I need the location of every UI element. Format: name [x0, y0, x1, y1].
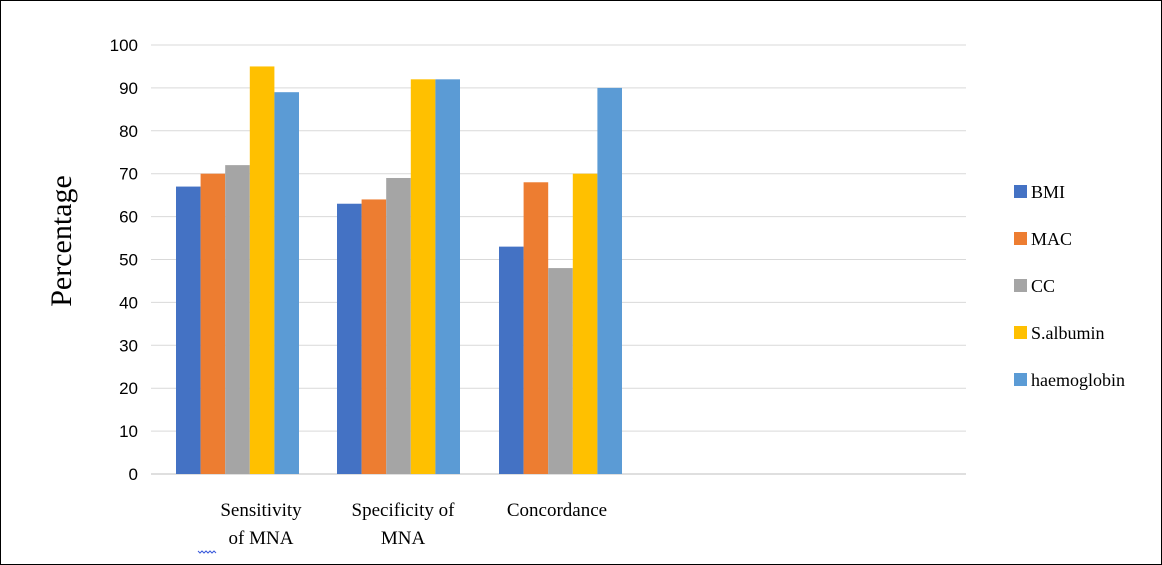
x-axis-categories: Sensitivity of MNA Specificity of MNA Concor… [197, 500, 607, 554]
legend-label: MAC [1031, 229, 1072, 249]
bar-bmi [176, 186, 201, 474]
bars [176, 66, 622, 475]
bar-mac [523, 182, 549, 474]
legend-swatch [1014, 373, 1027, 386]
legend: BMI MAC CC S.albumin haemoglobin [1014, 182, 1125, 390]
legend-label: haemoglobin [1031, 370, 1125, 390]
bar-haemoglobin [274, 92, 299, 474]
y-tick-label: 30 [119, 336, 138, 355]
bar-mac [361, 199, 387, 474]
y-tick-label: 20 [119, 379, 138, 398]
y-tick-label: 40 [119, 293, 138, 312]
category-label: of MNA [229, 528, 294, 549]
bar-s-albumin [410, 79, 436, 474]
y-tick-label: 90 [119, 79, 138, 98]
category-label: MNA [381, 528, 426, 549]
y-axis-label: Percentage [45, 175, 78, 307]
spellcheck-underline [197, 550, 217, 554]
bar-bmi [337, 203, 362, 475]
y-tick-label: 60 [119, 208, 138, 227]
y-tick-label: 0 [129, 465, 138, 484]
legend-swatch [1014, 279, 1027, 292]
y-tick-label: 10 [119, 422, 138, 441]
bar-s-albumin [249, 66, 275, 474]
legend-label: CC [1031, 276, 1055, 296]
legend-swatch [1014, 185, 1027, 198]
legend-swatch [1014, 326, 1027, 339]
y-tick-label: 50 [119, 251, 138, 270]
bar-haemoglobin [435, 79, 460, 474]
bar-haemoglobin [597, 87, 622, 475]
y-axis-ticks: 0 10 20 30 40 50 60 70 80 90 100 [110, 36, 138, 484]
category-label: Specificity of [352, 500, 456, 521]
y-tick-label: 80 [119, 122, 138, 141]
bar-s-albumin [572, 173, 598, 474]
legend-label: S.albumin [1031, 323, 1105, 343]
category-label: Sensitivity [220, 500, 302, 521]
bar-cc [386, 177, 411, 475]
bar-cc [548, 268, 573, 474]
y-tick-label: 70 [119, 165, 138, 184]
legend-swatch [1014, 232, 1027, 245]
bar-cc [225, 165, 250, 474]
category-label: Concordance [507, 500, 607, 521]
legend-label: BMI [1031, 182, 1065, 202]
y-tick-label: 100 [110, 36, 138, 55]
bar-bmi [499, 246, 524, 474]
bar-mac [200, 173, 226, 474]
